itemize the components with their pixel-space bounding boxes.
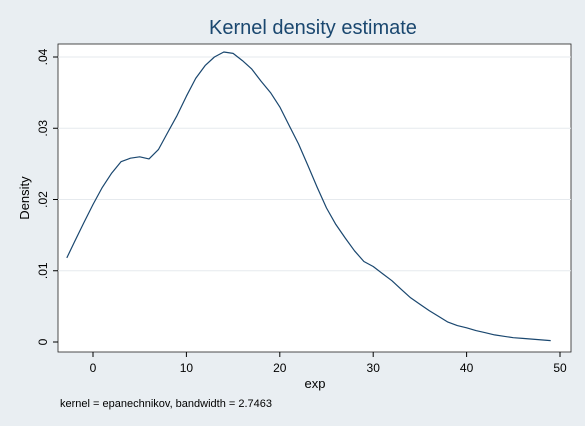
x-tick-label: 20 (273, 361, 287, 375)
series-layer (66, 51, 551, 342)
y-tick-label: .02 (36, 191, 50, 208)
x-tick-label: 50 (553, 361, 567, 375)
tick-labels: 0 .01 .02 .03 .04 0 10 20 30 40 50 (36, 48, 567, 375)
y-tick-label: 0 (36, 338, 50, 345)
density-line (66, 51, 551, 342)
y-tick-label: .01 (36, 262, 50, 279)
x-axis-label: exp (305, 376, 326, 391)
x-tick-label: 30 (367, 361, 381, 375)
grid-lines (58, 56, 571, 272)
plot-area (57, 43, 572, 353)
chart-title: Kernel density estimate (209, 17, 417, 39)
axes (53, 56, 561, 357)
kernel-note: kernel = epanechnikov, bandwidth = 2.746… (60, 398, 272, 410)
x-tick-label: 40 (460, 361, 474, 375)
x-tick-label: 10 (180, 361, 194, 375)
x-tick-label: 0 (90, 361, 97, 375)
y-tick-label: .03 (36, 120, 50, 137)
y-tick-label: .04 (36, 48, 50, 65)
y-axis-label: Density (17, 176, 32, 220)
